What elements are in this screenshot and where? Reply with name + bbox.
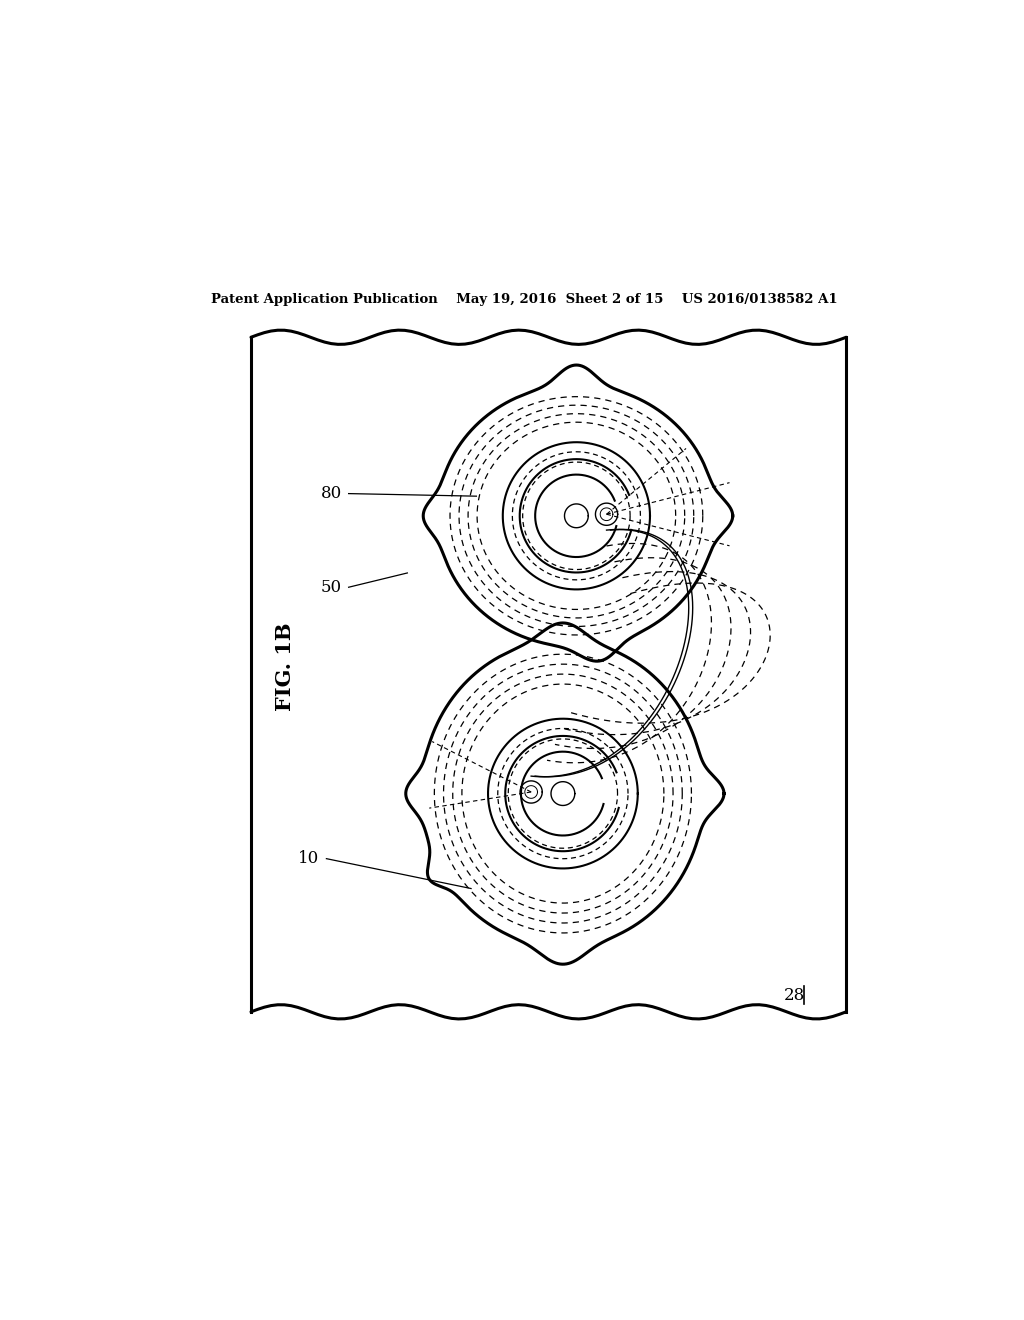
Text: 50: 50 (321, 578, 342, 595)
Text: FIG. 1B: FIG. 1B (275, 622, 295, 711)
Text: 80: 80 (321, 484, 342, 502)
Text: 28: 28 (784, 987, 805, 1005)
Text: 10: 10 (298, 850, 319, 867)
Text: Patent Application Publication    May 19, 2016  Sheet 2 of 15    US 2016/0138582: Patent Application Publication May 19, 2… (212, 293, 838, 306)
